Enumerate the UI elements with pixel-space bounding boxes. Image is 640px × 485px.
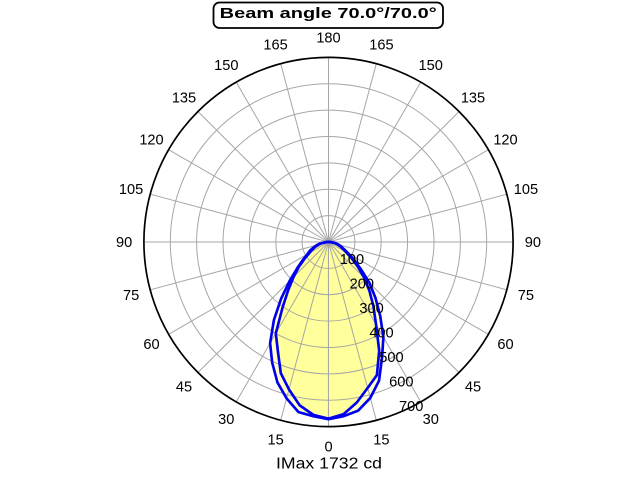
svg-text:IMax 1732 cd: IMax 1732 cd xyxy=(276,456,382,473)
svg-text:60: 60 xyxy=(497,337,513,353)
svg-text:0: 0 xyxy=(324,439,332,455)
svg-text:15: 15 xyxy=(267,432,283,448)
svg-text:165: 165 xyxy=(369,38,393,54)
svg-text:180: 180 xyxy=(316,31,340,47)
svg-text:400: 400 xyxy=(369,325,393,341)
svg-text:120: 120 xyxy=(139,133,163,149)
svg-text:600: 600 xyxy=(389,374,413,390)
svg-text:165: 165 xyxy=(263,38,287,54)
svg-text:150: 150 xyxy=(214,58,238,74)
svg-text:135: 135 xyxy=(172,90,196,106)
svg-text:105: 105 xyxy=(514,182,538,198)
svg-text:75: 75 xyxy=(518,288,534,304)
svg-text:45: 45 xyxy=(465,379,481,395)
svg-text:200: 200 xyxy=(350,277,374,293)
svg-text:45: 45 xyxy=(176,379,192,395)
svg-text:100: 100 xyxy=(340,252,364,268)
svg-text:500: 500 xyxy=(379,350,403,366)
svg-text:135: 135 xyxy=(461,90,485,106)
svg-text:30: 30 xyxy=(218,412,234,428)
svg-text:30: 30 xyxy=(423,412,439,428)
svg-text:90: 90 xyxy=(525,235,541,251)
svg-text:75: 75 xyxy=(123,288,139,304)
svg-text:150: 150 xyxy=(419,58,443,74)
svg-text:15: 15 xyxy=(373,432,389,448)
svg-text:105: 105 xyxy=(119,182,143,198)
svg-text:90: 90 xyxy=(116,235,132,251)
svg-text:120: 120 xyxy=(493,133,517,149)
svg-text:60: 60 xyxy=(143,337,159,353)
svg-text:Beam angle 70.0°/70.0°: Beam angle 70.0°/70.0° xyxy=(220,5,437,22)
svg-text:300: 300 xyxy=(359,301,383,317)
svg-text:700: 700 xyxy=(399,399,423,415)
